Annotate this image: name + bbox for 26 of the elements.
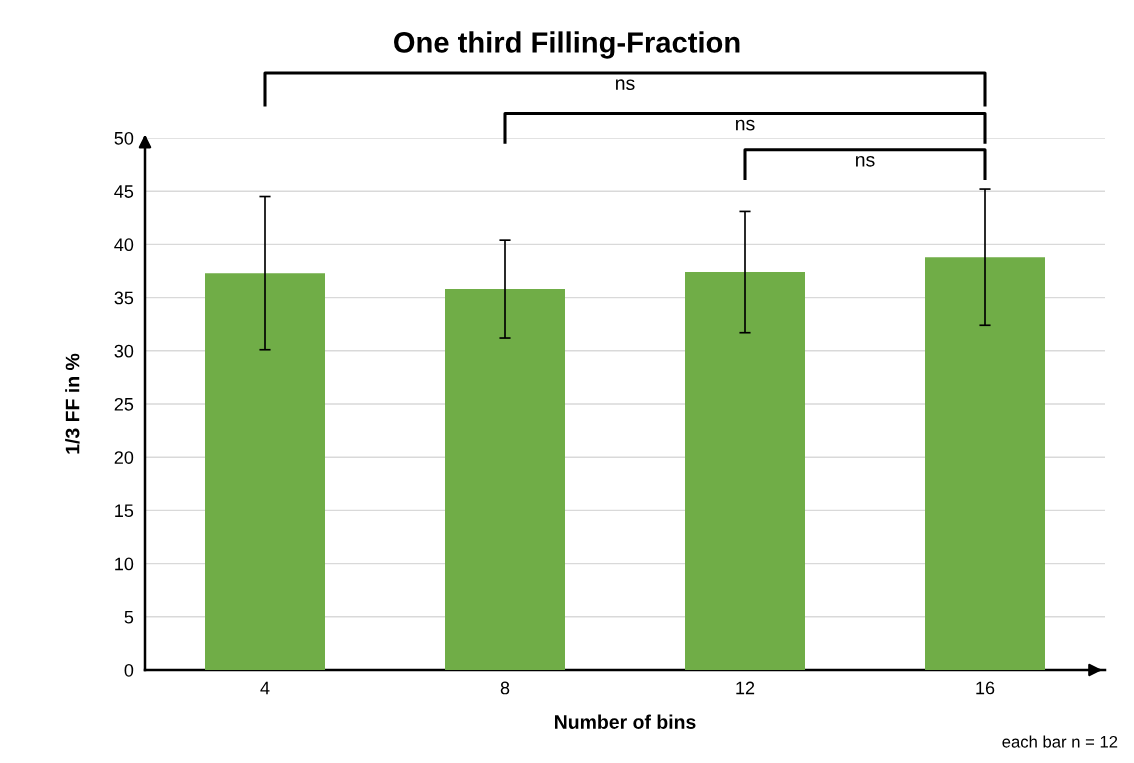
bar (925, 257, 1045, 670)
x-tick-label: 16 (976, 681, 995, 695)
y-tick-label: 10 (115, 557, 134, 571)
bar (205, 273, 325, 670)
y-tick-label: 45 (114, 185, 134, 198)
y-tick-label: 50 (114, 131, 134, 145)
annotation: ns (856, 155, 875, 167)
y-tick-label: 40 (114, 238, 134, 252)
x-tick-label: 4 (260, 681, 270, 695)
bar (685, 272, 805, 670)
text: ns (616, 79, 635, 91)
y-tick-label: 0 (124, 663, 134, 677)
y-tick-label: 25 (114, 397, 134, 411)
text: each bar n = 12 (1002, 735, 1118, 748)
y-tick-label: 15 (115, 504, 134, 518)
y-tick-label: 20 (114, 451, 134, 464)
x-axis-title: Number of bins (555, 714, 696, 729)
text: ns (736, 119, 755, 131)
chart-title: One third Filling-Fraction (394, 31, 740, 59)
bar (445, 289, 565, 670)
y-tick-label: 35 (114, 291, 134, 305)
y-tick-label: 5 (124, 610, 134, 624)
x-tick-label: 12 (736, 681, 755, 695)
y-axis-title: 1/3 FF in % (65, 353, 80, 454)
x-tick-label: 8 (500, 681, 510, 695)
y-tick-label: 30 (114, 344, 134, 358)
